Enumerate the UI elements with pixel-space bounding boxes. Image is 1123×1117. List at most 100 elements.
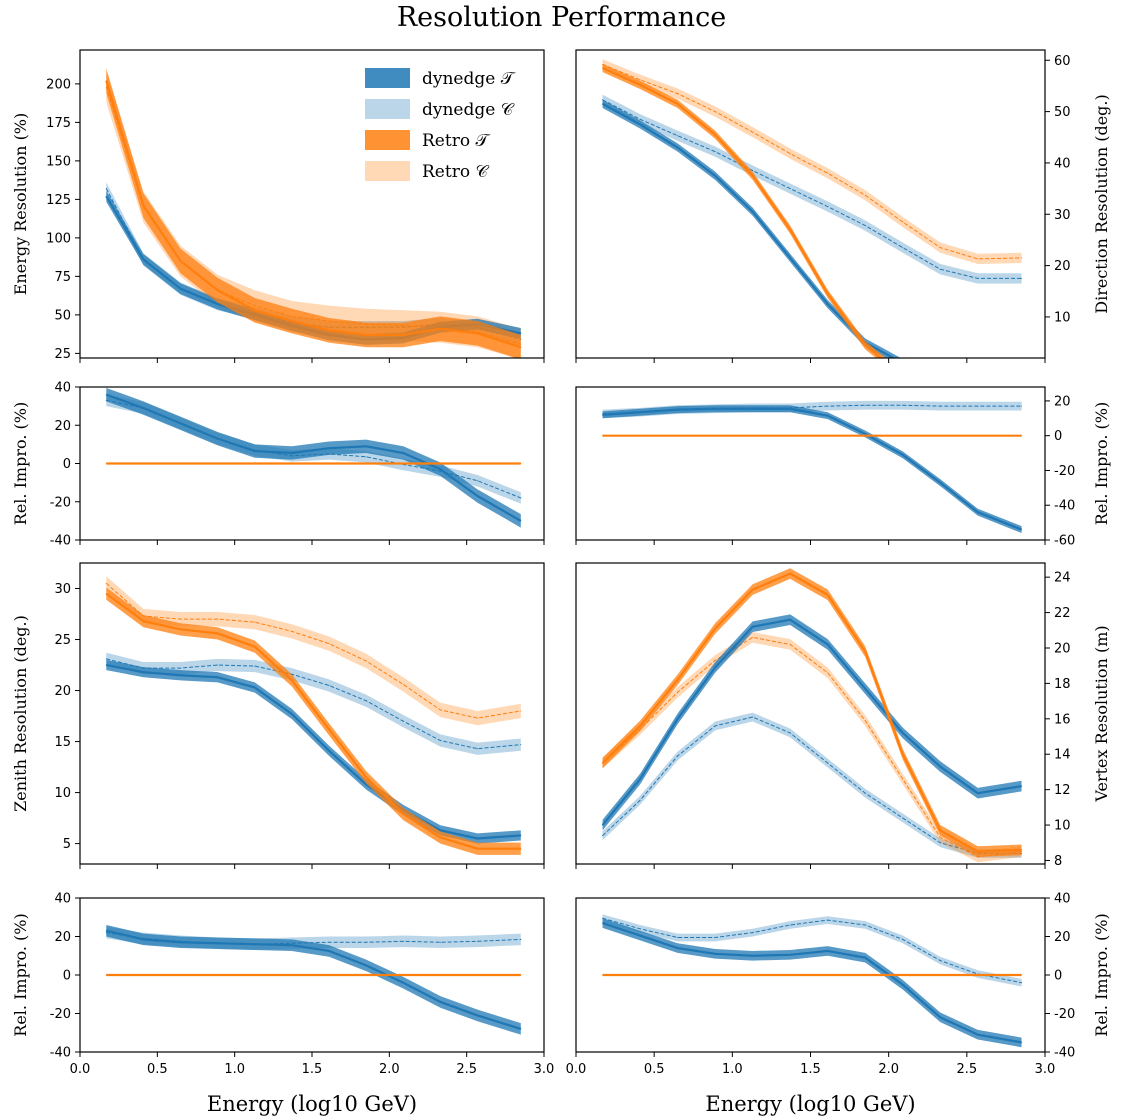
x-tick-label: 2.0	[878, 1062, 899, 1077]
y-tick-label: 30	[1054, 208, 1071, 223]
point-dynedge-trained	[1021, 1041, 1023, 1043]
y-tick-label: 20	[54, 684, 71, 699]
y-axis-label: Zenith Resolution (deg.)	[11, 615, 30, 812]
point-retro-trained	[476, 463, 478, 464]
point-retro-trained	[328, 329, 330, 331]
line-dynedge-contained	[602, 716, 1022, 854]
line-dynedge-trained	[105, 393, 522, 522]
point-retro-trained	[789, 573, 791, 575]
point-dynedge-contained	[864, 924, 866, 926]
point-dynedge-contained	[677, 936, 679, 938]
point-dynedge-contained	[977, 277, 979, 279]
band-retro-contained	[602, 59, 1022, 265]
point-dynedge-contained	[217, 664, 219, 666]
point-retro-trained	[827, 435, 829, 437]
point-dynedge-contained	[365, 700, 367, 702]
point-dynedge-contained	[476, 480, 478, 482]
point-dynedge-contained	[476, 748, 478, 750]
point-dynedge-contained	[439, 740, 441, 742]
point-dynedge-trained	[602, 824, 604, 826]
panel-direction-resolution: 10 20 30 40 50 60 Direction Resolution (deg.)	[575, 49, 1111, 379]
y-axis-label: Energy Resolution (%)	[11, 113, 30, 296]
line-retro-contained	[105, 583, 521, 719]
y-tick-label: 10	[54, 786, 71, 801]
point-retro-contained	[402, 683, 404, 685]
plot-area	[601, 568, 1023, 863]
point-retro-trained	[1021, 974, 1023, 976]
y-tick-label: 25	[54, 633, 71, 648]
point-retro-trained	[520, 974, 522, 976]
point-dynedge-contained	[789, 732, 791, 734]
point-dynedge-contained	[639, 928, 641, 930]
band-dynedge-trained	[602, 99, 901, 358]
legend-swatch	[365, 68, 410, 88]
point-dynedge-trained	[789, 619, 791, 621]
point-retro-trained	[439, 463, 441, 464]
legend-swatch	[365, 161, 410, 181]
point-retro-trained	[1021, 435, 1023, 437]
point-retro-trained	[714, 974, 716, 976]
point-dynedge-trained	[476, 1014, 478, 1016]
y-tick-label: 50	[1054, 105, 1071, 120]
point-dynedge-trained	[142, 671, 144, 673]
line-dynedge-trained	[601, 618, 1022, 826]
y-tick-label: 0	[1054, 969, 1062, 984]
point-dynedge-trained	[1021, 785, 1023, 787]
y-tick-label: 40	[54, 892, 71, 907]
point-retro-trained	[752, 175, 754, 177]
point-dynedge-trained	[940, 378, 941, 379]
point-retro-contained	[328, 643, 330, 645]
point-retro-trained	[827, 974, 829, 976]
point-retro-trained	[402, 463, 404, 464]
point-retro-trained	[639, 974, 641, 976]
y-tick-label: 20	[1054, 930, 1071, 945]
point-dynedge-trained	[365, 783, 367, 785]
point-retro-trained	[105, 80, 107, 82]
point-dynedge-trained	[714, 408, 716, 410]
x-tick-label: 1.5	[302, 1062, 323, 1077]
y-tick-label: 5	[63, 837, 71, 852]
line-retro-trained	[105, 80, 522, 349]
y-tick-label: 40	[54, 381, 71, 396]
y-tick-label: 18	[1054, 677, 1071, 692]
x-tick-label: 0.0	[566, 1062, 587, 1077]
legend-label: dynedge 𝒞	[422, 100, 515, 120]
point-dynedge-trained	[864, 688, 866, 690]
point-retro-trained	[789, 974, 791, 976]
point-dynedge-trained	[439, 468, 441, 470]
point-retro-trained	[105, 593, 107, 595]
y-tick-label: 100	[46, 231, 71, 246]
point-dynedge-trained	[752, 408, 754, 410]
plot-area	[105, 68, 522, 358]
point-dynedge-trained	[977, 792, 979, 794]
point-retro-trained	[864, 651, 866, 653]
plot-area	[105, 576, 522, 855]
point-retro-contained	[977, 258, 979, 260]
point-dynedge-trained	[217, 676, 219, 678]
point-retro-trained	[939, 829, 941, 831]
point-dynedge-trained	[902, 454, 904, 456]
y-tick-label: 22	[1054, 606, 1071, 621]
line-retro-trained	[105, 592, 521, 850]
y-tick-label: 60	[1054, 54, 1071, 69]
point-dynedge-contained	[476, 940, 478, 942]
point-retro-trained	[864, 435, 866, 437]
plot-area	[602, 400, 1023, 534]
y-tick-label: 175	[46, 116, 71, 131]
point-retro-trained	[402, 813, 404, 815]
y-tick-label: 30	[54, 582, 71, 597]
point-retro-trained	[789, 435, 791, 437]
point-dynedge-trained	[789, 257, 791, 259]
point-retro-trained	[402, 974, 404, 976]
line-retro-trained	[601, 572, 1022, 853]
point-retro-trained	[365, 334, 367, 336]
figure-title: Resolution Performance	[396, 2, 727, 33]
point-dynedge-contained	[714, 936, 716, 938]
y-tick-label: -60	[1054, 534, 1075, 549]
panel-energy-resolution: 25 50 75 100 125 150 175 200 Energy Resolution (…	[11, 49, 545, 363]
point-retro-contained	[714, 659, 716, 661]
y-tick-label: -20	[1054, 464, 1075, 479]
point-dynedge-contained	[439, 941, 441, 943]
point-dynedge-contained	[1021, 277, 1023, 279]
point-retro-trained	[476, 848, 478, 850]
